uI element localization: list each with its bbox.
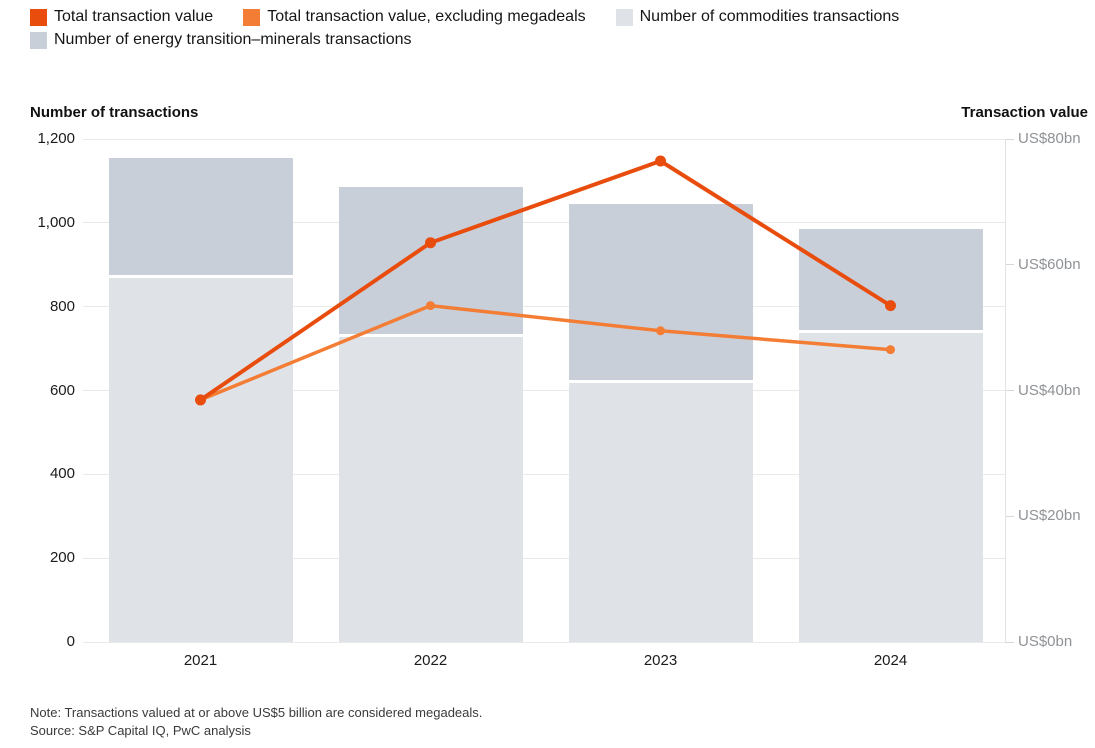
gridline (83, 138, 1005, 140)
right-axis-tick-mark (1005, 264, 1014, 266)
x-axis-label: 2021 (183, 652, 218, 669)
bar-segment-energy-minerals (568, 203, 753, 381)
right-axis-tick-label: US$20bn (1018, 507, 1081, 525)
gridline (83, 641, 1005, 643)
legend-swatch-total-value (30, 8, 47, 26)
left-axis-tick-label: 1,000 (37, 213, 75, 231)
x-axis-label: 2022 (413, 652, 448, 669)
right-axis-title: Transaction value (961, 104, 1088, 121)
legend-item-total-value-excl-megadeals: Total transaction value, excluding megad… (243, 8, 586, 26)
right-axis-tick-label: US$80bn (1018, 130, 1081, 147)
legend: Total transaction value Total transactio… (30, 8, 899, 54)
bar-segment-energy-minerals (108, 157, 293, 276)
left-axis-tick-label: 1,200 (37, 130, 75, 147)
bar-segment-energy-minerals (798, 229, 983, 330)
bar-segment-energy-minerals (338, 187, 523, 334)
right-axis-tick-label: US$0bn (1018, 633, 1073, 650)
right-axis-tick-mark (1005, 138, 1014, 140)
bar-segment-commodities (798, 332, 983, 642)
left-axis-tick-label: 0 (66, 633, 75, 650)
legend-row: Number of energy transition–minerals tra… (30, 31, 899, 49)
legend-label: Number of commodities transactions (639, 8, 900, 25)
right-axis-tick-mark (1005, 390, 1014, 391)
left-axis-tick-label: 400 (49, 465, 75, 483)
left-axis-tick-label: 800 (49, 297, 75, 315)
legend-swatch-energy-minerals-transactions (30, 31, 47, 49)
legend-item-commodities-transactions: Number of commodities transactions (615, 8, 900, 26)
legend-item-energy-minerals-transactions: Number of energy transition–minerals tra… (30, 31, 412, 49)
chart-source: Source: S&P Capital IQ, PwC analysis (30, 723, 251, 738)
bar-segment-commodities (568, 383, 753, 642)
legend-row: Total transaction value Total transactio… (30, 8, 899, 26)
bar-segment-commodities (108, 278, 293, 642)
legend-label: Total transaction value (54, 8, 214, 25)
x-axis-label: 2023 (643, 652, 678, 669)
legend-swatch-commodities-transactions (615, 8, 633, 26)
right-axis-tick-mark (1005, 641, 1014, 643)
left-axis-title: Number of transactions (30, 104, 199, 121)
legend-label: Total transaction value, excluding megad… (267, 8, 586, 25)
gridline (83, 557, 1005, 559)
right-axis-tick-label: US$60bn (1018, 255, 1081, 273)
right-axis-tick-label: US$40bn (1018, 381, 1081, 399)
x-axis-label: 2024 (873, 652, 908, 669)
plot-right-border (1004, 139, 1006, 642)
bar-segment-commodities (338, 337, 523, 642)
left-axis-tick-label: 600 (49, 381, 75, 399)
legend-swatch-total-value-excl-megadeals (243, 8, 261, 26)
legend-label: Number of energy transition–minerals tra… (54, 31, 412, 48)
legend-item-total-value: Total transaction value (30, 8, 213, 26)
right-axis-tick-mark (1005, 515, 1014, 517)
left-axis-tick-label: 200 (49, 549, 75, 567)
chart-note: Note: Transactions valued at or above US… (30, 705, 483, 720)
gridline (83, 473, 1005, 475)
